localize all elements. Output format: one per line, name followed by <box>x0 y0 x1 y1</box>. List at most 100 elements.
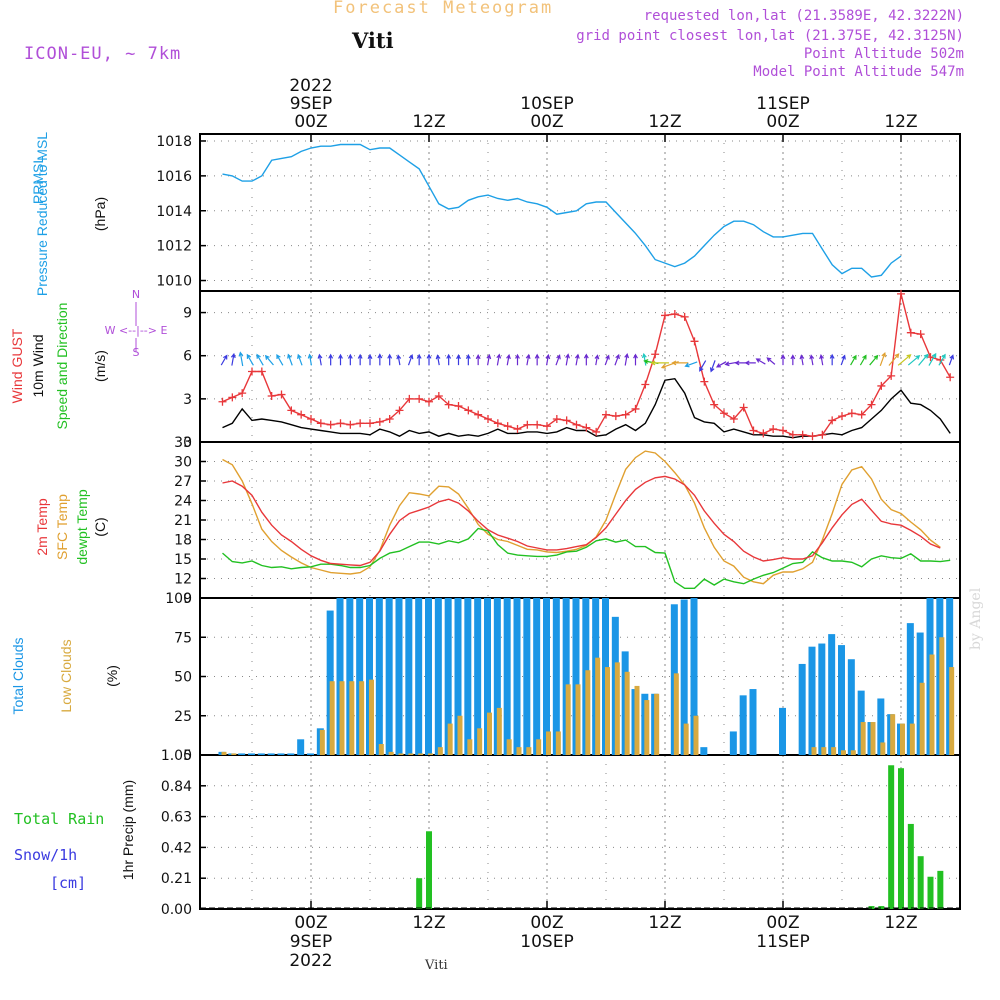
top-time-label: 10SEP <box>520 94 573 114</box>
low-cloud-bar <box>418 753 424 755</box>
wind-direction-arrow <box>734 360 747 366</box>
wind-direction-arrow <box>367 353 373 366</box>
bottom-time-label: 00Z <box>530 913 563 933</box>
gust-point <box>267 391 276 400</box>
top-time-label: 00Z <box>294 112 327 132</box>
low-cloud-bar <box>457 715 463 755</box>
wind-direction-arrow <box>780 354 786 366</box>
low-cloud-bar <box>546 731 551 755</box>
wind-direction-arrow <box>809 354 815 366</box>
low-cloud-bar <box>408 753 414 755</box>
low-cloud-bar <box>939 637 945 755</box>
gust-point <box>228 393 237 402</box>
gust-point <box>395 406 404 415</box>
wind-direction-arrow <box>766 357 776 365</box>
y-tick-label: 1018 <box>156 134 192 150</box>
gust-point <box>877 381 886 390</box>
total-cloud-bar <box>484 598 491 755</box>
top-time-label: 9SEP <box>290 94 333 114</box>
y-tick-label: 9 <box>183 591 192 607</box>
gust-point <box>523 420 532 429</box>
low-cloud-bar <box>339 681 345 755</box>
low-cloud-bar <box>526 747 532 755</box>
wind-direction-arrow <box>525 353 531 366</box>
y-tick-label: 30 <box>174 455 192 471</box>
gust-point <box>366 419 374 428</box>
total-cloud-bar <box>572 598 580 755</box>
panel-pressure-frame <box>199 133 961 292</box>
low-cloud-bar <box>880 742 886 755</box>
rain-bar <box>426 831 432 909</box>
y-tick-label: 0.21 <box>161 871 192 887</box>
top-time-label: 00Z <box>530 112 563 132</box>
low-cloud-bar <box>516 747 522 755</box>
bottom-time-label: 00Z <box>294 913 327 933</box>
low-cloud-bar <box>467 739 473 755</box>
low-cloud-bar <box>595 657 601 755</box>
gust-point <box>828 416 837 425</box>
rain-bar <box>878 906 885 909</box>
total-cloud-bar <box>425 598 432 755</box>
low-cloud-bar <box>388 751 394 755</box>
low-cloud-bar <box>231 753 237 755</box>
y-tick-label: 6 <box>183 349 192 365</box>
low-cloud-bar <box>841 750 846 755</box>
low-cloud-bar <box>683 723 689 755</box>
top-time-label: 2022 <box>289 76 332 96</box>
wind-direction-arrow <box>850 354 857 366</box>
wind-direction-arrow <box>534 353 540 366</box>
wind-direction-arrow <box>238 351 244 367</box>
total-cloud-bar <box>366 598 373 755</box>
y-tick-label: 21 <box>174 513 192 529</box>
wind-direction-arrow <box>755 358 766 365</box>
total-cloud-bar <box>238 753 246 755</box>
low-cloud-bar <box>349 681 355 755</box>
rain-bar <box>927 876 934 909</box>
y-tick-label: 0 <box>183 435 192 451</box>
low-cloud-bar <box>428 753 433 755</box>
gust-point <box>847 409 856 418</box>
low-cloud-bar <box>693 715 699 755</box>
gust-point <box>818 430 827 439</box>
pressure-series-line <box>222 143 902 278</box>
gust-point <box>425 397 433 406</box>
gust-point <box>218 397 227 406</box>
gust-point <box>503 422 512 431</box>
bottom-time-label: 2022 <box>289 951 332 971</box>
y-tick-label: 0 <box>183 748 192 764</box>
wind-direction-arrow <box>435 354 441 366</box>
footer-station: Viti <box>425 958 448 973</box>
total-cloud-bar <box>749 689 757 755</box>
gust-point <box>700 377 709 386</box>
total-cloud-bar <box>474 598 482 755</box>
total-cloud-bar <box>523 598 531 755</box>
wind-direction-arrow <box>684 361 698 368</box>
low-cloud-bar <box>850 750 856 755</box>
low-cloud-bar <box>890 714 896 755</box>
wind-direction-arrow <box>496 353 502 366</box>
top-time-label: 00Z <box>766 112 799 132</box>
panel-temp-grid <box>200 441 960 599</box>
low-cloud-bar <box>870 722 876 755</box>
dewpt-series-line <box>222 527 951 589</box>
low-cloud-bar <box>575 684 581 755</box>
gust-point <box>739 403 748 412</box>
low-cloud-bar <box>447 723 453 755</box>
gust-point <box>434 391 443 400</box>
gust-point <box>729 414 738 423</box>
wind-direction-arrow <box>446 353 452 366</box>
total-cloud-bar <box>739 695 747 755</box>
wind-direction-arrow <box>869 354 879 366</box>
gust-point <box>277 390 286 399</box>
gust-point <box>346 420 355 429</box>
wind-direction-arrow <box>928 352 937 366</box>
low-cloud-bar <box>496 707 502 755</box>
gust-point <box>493 419 502 428</box>
low-cloud-bar <box>477 728 483 755</box>
total-cloud-bar <box>287 753 295 755</box>
gust-point <box>592 427 601 436</box>
total-cloud-bar <box>847 659 855 755</box>
low-cloud-bar <box>644 700 650 755</box>
wind-direction-arrow <box>819 354 824 366</box>
